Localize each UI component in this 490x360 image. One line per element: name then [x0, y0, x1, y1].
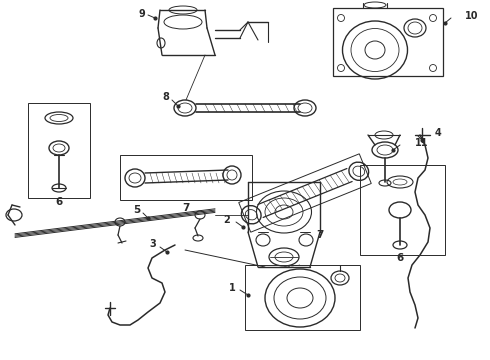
Text: 5: 5: [133, 205, 140, 215]
Text: 6: 6: [55, 197, 63, 207]
Text: 4: 4: [435, 128, 442, 138]
Text: 11: 11: [415, 138, 428, 148]
Bar: [28, 103, 90, 198]
Text: 1: 1: [229, 283, 236, 293]
Text: 9: 9: [138, 9, 145, 19]
Bar: [360, 165, 445, 255]
Text: 7: 7: [317, 230, 324, 240]
Text: 10: 10: [465, 11, 479, 21]
Text: 3: 3: [149, 239, 156, 249]
Text: 8: 8: [162, 92, 169, 102]
Text: 2: 2: [223, 215, 230, 225]
Text: 7: 7: [182, 203, 190, 213]
Bar: [120, 155, 252, 200]
Text: 6: 6: [396, 253, 404, 263]
Bar: [245, 265, 360, 330]
Bar: [333, 8, 443, 76]
